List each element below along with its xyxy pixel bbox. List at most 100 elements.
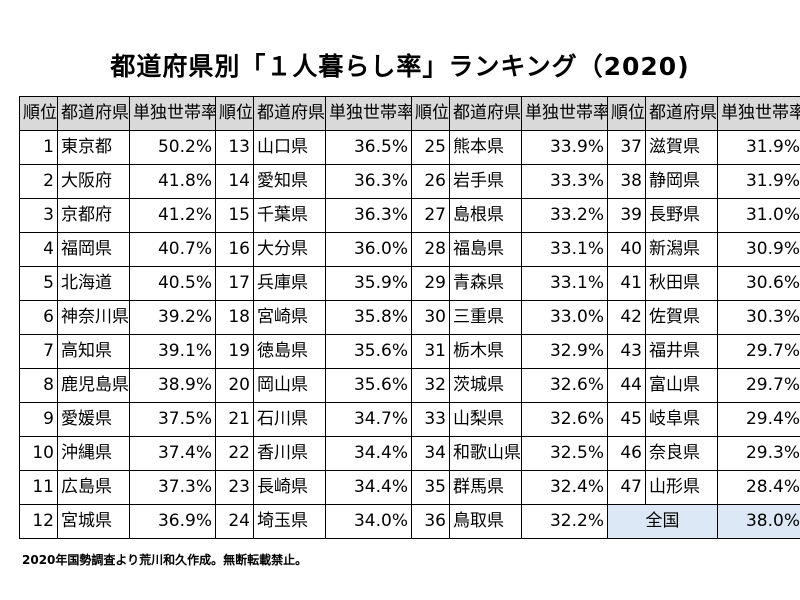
prefecture-cell: 神奈川県 [57,300,130,335]
rank-cell: 34 [411,436,450,471]
prefecture-cell: 石川県 [253,402,326,437]
prefecture-cell: 鳥取県 [449,504,522,539]
rank-cell: 40 [607,232,646,267]
rate-cell: 34.0% [325,504,412,539]
prefecture-cell: 香川県 [253,436,326,471]
rank-cell: 44 [607,368,646,403]
header-rate: 単独世帯率 [717,96,800,131]
rate-cell: 34.4% [325,470,412,505]
rate-cell: 36.3% [325,164,412,199]
rate-cell: 33.2% [521,198,608,233]
rate-cell: 29.4% [717,402,800,437]
table-row: 8 鹿児島県 38.9% 20 岡山県 35.6% 32 茨城県 32.6% 44 富山県 29.7% [19,368,800,403]
rank-cell: 11 [19,470,58,505]
header-rate: 単独世帯率 [129,96,216,131]
prefecture-cell: 鹿児島県 [57,368,130,403]
prefecture-cell: 東京都 [57,130,130,165]
rank-cell: 38 [607,164,646,199]
prefecture-cell: 大分県 [253,232,326,267]
rank-cell: 42 [607,300,646,335]
table-row: 3 京都府 41.2% 15 千葉県 36.3% 27 島根県 33.2% 39 長野県 31.0% [19,198,800,233]
prefecture-cell: 埼玉県 [253,504,326,539]
header-rank: 順位 [215,96,254,131]
rate-cell: 40.5% [129,266,216,301]
prefecture-cell: 山口県 [253,130,326,165]
rank-cell: 27 [411,198,450,233]
rate-cell: 36.9% [129,504,216,539]
rank-cell: 22 [215,436,254,471]
prefecture-cell: 兵庫県 [253,266,326,301]
rank-cell: 14 [215,164,254,199]
prefecture-cell: 福井県 [645,334,718,369]
ranking-table: 順位 都道府県 単独世帯率 順位 都道府県 単独世帯率 順位 都道府県 単独世帯率 順位 都道府県単… [19,96,800,539]
prefecture-cell: 青森県 [449,266,522,301]
national-label: 全国 [607,504,718,539]
rate-cell: 37.3% [129,470,216,505]
rank-cell: 46 [607,436,646,471]
prefecture-cell: 北海道 [57,266,130,301]
rate-cell: 31.9% [717,130,800,165]
table-row: 4 福岡県 40.7% 16 大分県 36.0% 28 福島県 33.1% 40 新潟県 30.9% [19,232,800,267]
prefecture-cell: 滋賀県 [645,130,718,165]
rank-cell: 18 [215,300,254,335]
rate-cell: 32.5% [521,436,608,471]
prefecture-cell: 岐阜県 [645,402,718,437]
table-row: 11 広島県 37.3% 23 長崎県 34.4% 35 群馬県 32.4% 47 山形県 28.4% [19,470,800,505]
rate-cell: 37.5% [129,402,216,437]
rate-cell: 29.3% [717,436,800,471]
prefecture-cell: 福岡県 [57,232,130,267]
prefecture-cell: 群馬県 [449,470,522,505]
table-row: 2 大阪府 41.8% 14 愛知県 36.3% 26 岩手県 33.3% 38 静岡県 31.9% [19,164,800,199]
rank-cell: 16 [215,232,254,267]
prefecture-cell: 千葉県 [253,198,326,233]
rank-cell: 32 [411,368,450,403]
prefecture-cell: 高知県 [57,334,130,369]
rank-cell: 37 [607,130,646,165]
rank-cell: 26 [411,164,450,199]
rate-cell: 41.8% [129,164,216,199]
prefecture-cell: 島根県 [449,198,522,233]
prefecture-cell: 新潟県 [645,232,718,267]
rank-cell: 35 [411,470,450,505]
prefecture-cell: 熊本県 [449,130,522,165]
rank-cell: 24 [215,504,254,539]
rate-cell: 35.6% [325,368,412,403]
rate-cell: 33.9% [521,130,608,165]
rate-cell: 33.1% [521,232,608,267]
table-row: 5 北海道 40.5% 17 兵庫県 35.9% 29 青森県 33.1% 41 秋田県 30.6% [19,266,800,301]
rate-cell: 31.9% [717,164,800,199]
rate-cell: 35.8% [325,300,412,335]
prefecture-cell: 山形県 [645,470,718,505]
prefecture-cell: 佐賀県 [645,300,718,335]
rate-cell: 40.7% [129,232,216,267]
rate-cell: 30.9% [717,232,800,267]
header-rank: 順位 [19,96,58,131]
rate-cell: 32.6% [521,402,608,437]
prefecture-cell: 奈良県 [645,436,718,471]
rank-cell: 13 [215,130,254,165]
prefecture-cell: 広島県 [57,470,130,505]
prefecture-cell: 栃木県 [449,334,522,369]
rank-cell: 23 [215,470,254,505]
prefecture-cell: 愛知県 [253,164,326,199]
table-row: 6 神奈川県 39.2% 18 宮崎県 35.8% 30 三重県 33.0% 42 佐賀県 30.3% [19,300,800,335]
prefecture-cell: 秋田県 [645,266,718,301]
rank-cell: 20 [215,368,254,403]
rate-cell: 50.2% [129,130,216,165]
prefecture-cell: 山梨県 [449,402,522,437]
rate-cell: 38.9% [129,368,216,403]
rank-cell: 28 [411,232,450,267]
rate-cell: 34.4% [325,436,412,471]
rate-cell: 30.3% [717,300,800,335]
page-title: 都道府県別「１人暮らし率」ランキング（2020) [110,52,690,81]
rank-cell: 12 [19,504,58,539]
prefecture-cell: 宮崎県 [253,300,326,335]
header-prefecture: 都道府県 [645,96,718,131]
prefecture-cell: 京都府 [57,198,130,233]
ranking-table-body: 順位 都道府県 単独世帯率 順位 都道府県 単独世帯率 順位 都道府県 単独世帯率 順位 都道府県単… [19,96,800,539]
national-value: 38.0% [717,504,800,539]
prefecture-cell: 静岡県 [645,164,718,199]
rate-cell: 41.2% [129,198,216,233]
rate-cell: 35.9% [325,266,412,301]
prefecture-cell: 愛媛県 [57,402,130,437]
